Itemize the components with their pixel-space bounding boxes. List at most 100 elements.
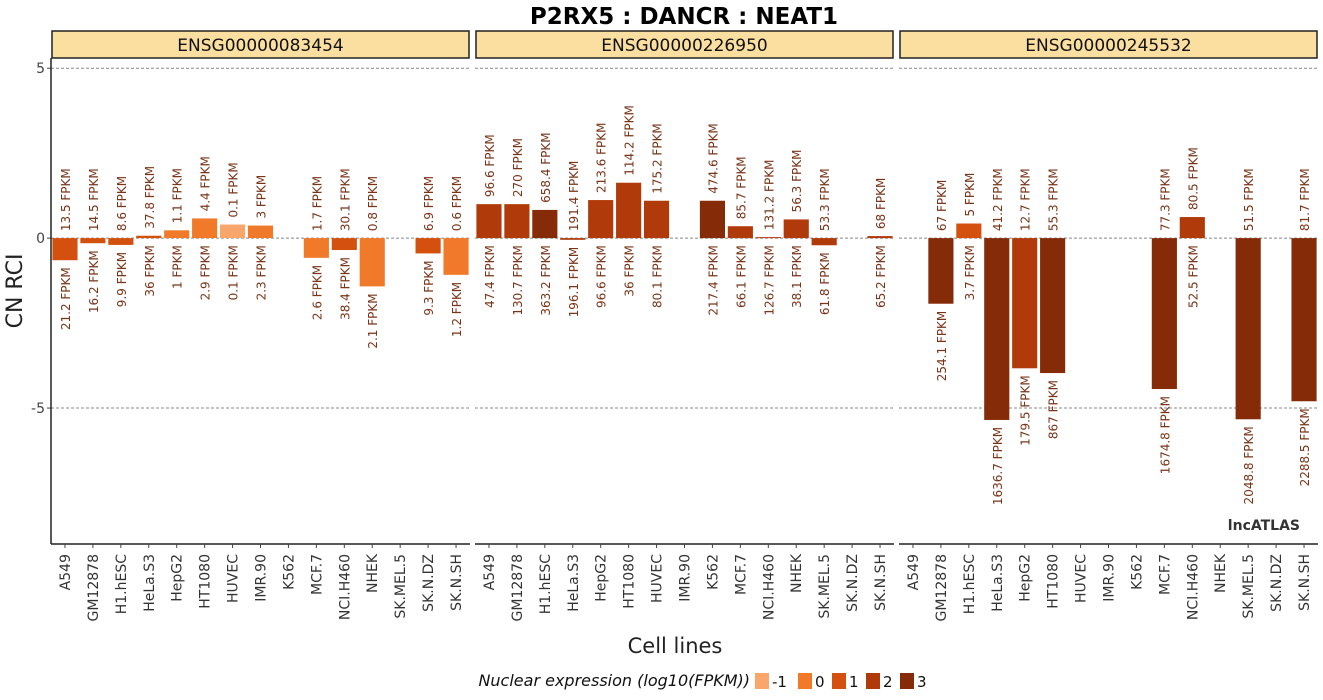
panel: ENSG00000226950 A549 96.6 FPKM 47.4 FPKM GM1… [475, 30, 894, 621]
legend-swatch [755, 673, 769, 689]
x-tick-label: SK.MEL.5 [817, 554, 833, 619]
legend-swatch [866, 673, 880, 689]
cyto-label: 4.4 FPKM [199, 156, 213, 211]
cyto-label: 41.2 FPKM [991, 168, 1005, 231]
bar [755, 237, 781, 239]
bar [247, 225, 274, 239]
cyto-label: 5 FPKM [963, 173, 977, 217]
cyto-label: 1.1 FPKM [171, 168, 185, 223]
nuc-label: 2048.8 FPKM [1242, 426, 1256, 504]
bar [164, 230, 190, 239]
cyto-label: 3 FPKM [255, 175, 269, 219]
cyto-label: 68 FPKM [874, 178, 888, 229]
nuc-label: 1.2 FPKM [450, 282, 464, 337]
x-tick-label: HeLa.S3 [566, 554, 582, 612]
nuc-label: 38.1 FPKM [790, 245, 804, 308]
nuc-label: 1674.8 FPKM [1158, 396, 1172, 474]
x-tick-label: A549 [58, 554, 74, 590]
nuc-label: 867 FPKM [1047, 380, 1061, 439]
nuc-label: 36 FPKM [623, 245, 637, 296]
nuc-label: 36 FPKM [143, 245, 157, 296]
cyto-label: 175.2 FPKM [651, 123, 665, 194]
nuc-label: 2.6 FPKM [310, 265, 324, 320]
nuc-label: 66.1 FPKM [734, 245, 748, 308]
x-tick-label: SK.N.DZ [1269, 554, 1285, 612]
nuc-label: 9.3 FPKM [422, 260, 436, 315]
x-tick-label: SK.N.SH [449, 554, 465, 611]
legend-label: 1 [849, 673, 859, 691]
cyto-label: 85.7 FPKM [734, 156, 748, 219]
x-tick-label: SK.N.SH [873, 554, 889, 611]
y-axis: 5 0 -5 [31, 61, 51, 417]
nuc-label: 179.5 FPKM [1019, 375, 1033, 446]
nuc-label: 217.4 FPKM [706, 245, 720, 316]
nuc-label: 2.1 FPKM [366, 293, 380, 348]
x-tick-label: HeLa.S3 [990, 554, 1006, 612]
panel: ENSG00000083454 A549 13.5 FPKM 21.2 FPKM GM1… [50, 30, 470, 621]
bar [80, 238, 106, 244]
panel-strip [51, 30, 470, 59]
bar [108, 238, 134, 245]
cyto-label: 51.5 FPKM [1242, 168, 1256, 231]
nuc-label: 16.2 FPKM [87, 250, 101, 313]
x-tick-label: SK.MEL.5 [393, 554, 409, 619]
cyto-label: 658.4 FPKM [539, 132, 553, 203]
x-tick-label: HUVEC [1074, 554, 1090, 603]
x-tick-label: MCF.7 [733, 554, 749, 595]
bar [303, 238, 329, 258]
cyto-label: 213.6 FPKM [595, 123, 609, 194]
x-tick-label: NCI.H460 [761, 554, 777, 620]
nuc-label: 2.9 FPKM [199, 245, 213, 300]
bar [1179, 217, 1205, 239]
bar [443, 238, 469, 275]
y-axis-label: CN RCI [3, 254, 28, 329]
cyto-label: 191.4 FPKM [567, 161, 581, 232]
x-tick-label: GM12878 [86, 554, 102, 621]
legend-swatch [798, 673, 812, 689]
cyto-label: 67 FPKM [935, 180, 949, 231]
cyto-label: 80.5 FPKM [1186, 147, 1200, 210]
bar [331, 238, 357, 251]
cyto-label: 53.3 FPKM [818, 168, 832, 231]
bar [560, 238, 586, 240]
bar [52, 238, 78, 261]
nuc-label: 254.1 FPKM [935, 311, 949, 382]
cyto-label: 77.3 FPKM [1158, 168, 1172, 231]
cyto-label: 474.6 FPKM [706, 123, 720, 194]
nuc-label: 126.7 FPKM [762, 245, 776, 316]
cyto-label: 270 FPKM [511, 138, 525, 197]
y-tick-label: -5 [31, 401, 45, 417]
nuc-label: 47.4 FPKM [483, 245, 497, 308]
bar [1151, 238, 1177, 390]
cyto-label: 96.6 FPKM [483, 134, 497, 197]
x-tick-label: SK.N.DZ [421, 554, 437, 612]
x-tick-label: HepG2 [1018, 554, 1034, 602]
bar [783, 219, 809, 239]
panel-strip [899, 30, 1318, 59]
cyto-label: 0.1 FPKM [227, 162, 241, 217]
x-axis-label: Cell lines [628, 634, 723, 658]
x-tick-label: HepG2 [594, 554, 610, 602]
bar [643, 200, 670, 239]
nuc-label: 1 FPKM [171, 245, 185, 289]
nuc-label: 2288.5 FPKM [1298, 408, 1312, 486]
x-tick-label: HepG2 [170, 554, 186, 602]
bar [616, 182, 642, 239]
nuc-label: 2.3 FPKM [255, 245, 269, 300]
panel: ENSG00000245532 A549 GM12878 67 FPKM 254.1 F… [899, 30, 1318, 621]
nuc-label: 3.7 FPKM [963, 245, 977, 300]
x-tick-label: MCF.7 [1157, 554, 1173, 595]
bar [727, 226, 753, 239]
bar [1291, 238, 1317, 402]
nuc-label: 52.5 FPKM [1186, 245, 1200, 308]
x-tick-label: HeLa.S3 [142, 554, 158, 612]
bar [984, 238, 1010, 420]
cyto-label: 56.3 FPKM [790, 150, 804, 213]
legend-label: 0 [815, 673, 825, 691]
x-tick-label: A549 [482, 554, 498, 590]
cyto-label: 131.2 FPKM [762, 160, 776, 231]
y-tick-label: 5 [36, 61, 45, 77]
y-tick-label: 0 [36, 231, 45, 247]
bar [192, 218, 218, 239]
